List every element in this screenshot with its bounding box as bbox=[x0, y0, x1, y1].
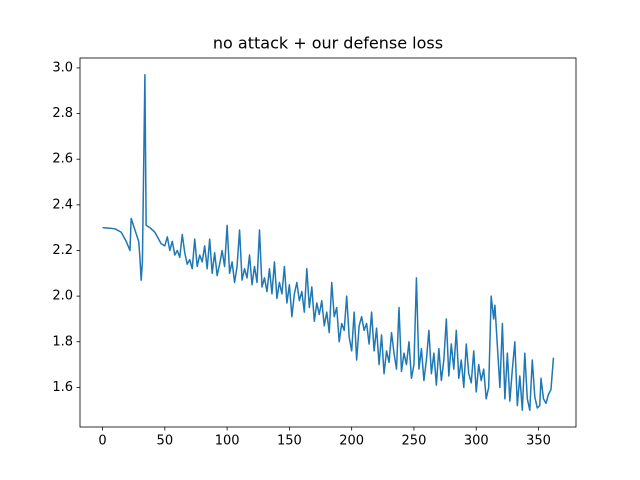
y-tick-label: 1.8 bbox=[52, 334, 73, 349]
y-tick-label: 1.6 bbox=[52, 380, 73, 395]
y-tick-label: 2.6 bbox=[52, 152, 73, 167]
y-tick-label: 2.8 bbox=[52, 106, 73, 121]
x-tick-label: 250 bbox=[402, 434, 427, 449]
x-tick-label: 150 bbox=[277, 434, 302, 449]
y-tick-label: 3.0 bbox=[52, 60, 73, 75]
y-tick-label: 2.0 bbox=[52, 289, 73, 304]
plot-frame bbox=[79, 57, 577, 428]
x-tick-label: 0 bbox=[98, 434, 106, 449]
x-tick-label: 200 bbox=[339, 434, 364, 449]
data-line bbox=[102, 74, 555, 411]
x-tick-label: 350 bbox=[526, 434, 551, 449]
y-tick-label: 2.2 bbox=[52, 243, 73, 258]
chart-title: no attack + our defense loss bbox=[213, 34, 443, 53]
x-tick-label: 300 bbox=[464, 434, 489, 449]
y-tick-label: 2.4 bbox=[52, 197, 73, 212]
x-tick-label: 100 bbox=[215, 434, 240, 449]
x-tick-label: 50 bbox=[157, 434, 174, 449]
